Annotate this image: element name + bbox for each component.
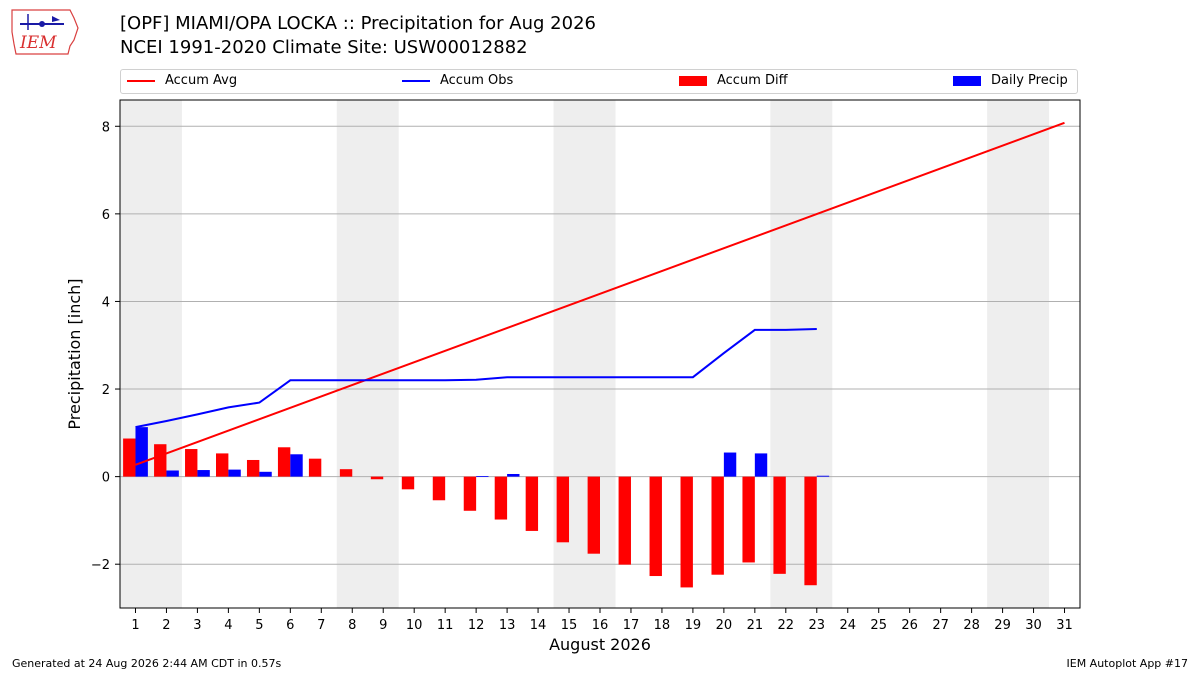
weekend-band-2 [336, 100, 399, 608]
bar-accum-diff-day-10 [401, 476, 415, 490]
line-accum-avg [135, 121, 1065, 466]
legend-label-accum-obs: Accum Obs [440, 73, 514, 88]
bar-daily-precip-day-13 [507, 473, 520, 477]
bar-accum-diff-day-15 [556, 476, 570, 543]
bar-daily-precip-day-21 [754, 453, 768, 477]
legend-label-accum-diff: Accum Diff [717, 73, 788, 88]
footer-app: IEM Autoplot App #17 [1066, 657, 1189, 670]
bar-accum-diff-day-12 [463, 476, 477, 511]
weekend-band-5 [987, 100, 1050, 608]
y-tick-label-4: 4 [102, 295, 110, 310]
y-tick-label-6: 6 [102, 208, 110, 223]
y-axis-label: Precipitation [inch] [65, 278, 84, 429]
x-tick-label-8: 8 [348, 618, 356, 633]
bar-daily-precip-day-23 [816, 475, 830, 477]
bar-daily-precip-day-4 [228, 469, 241, 477]
iowa-outline-icon [11, 9, 79, 55]
x-tick-label-23: 23 [809, 618, 826, 633]
bar-daily-precip-day-1 [135, 427, 148, 477]
bar-accum-diff-day-13 [494, 476, 508, 520]
x-tick-label-25: 25 [870, 618, 887, 633]
x-tick-label-20: 20 [716, 618, 733, 633]
legend-label-accum-avg: Accum Avg [165, 73, 238, 88]
legend-item-accum-avg: Accum Avg [127, 73, 237, 91]
x-tick-label-10: 10 [406, 618, 423, 633]
bar-accum-diff-day-6 [277, 447, 291, 477]
bar-daily-precip-day-2 [166, 470, 179, 477]
x-tick-label-16: 16 [592, 618, 609, 633]
x-tick-label-26: 26 [901, 618, 918, 633]
x-axis-label: August 2026 [549, 635, 651, 654]
bar-accum-diff-day-4 [216, 453, 229, 477]
legend-swatch-accum-obs [402, 79, 430, 82]
bar-accum-diff-day-7 [308, 458, 322, 477]
y-tick-label-2: 2 [102, 383, 110, 398]
bar-daily-precip-day-5 [259, 471, 272, 477]
legend: Accum Avg Accum Obs Accum Diff Daily Pre… [120, 69, 1078, 94]
bar-accum-diff-day-23 [804, 476, 817, 586]
x-tick-label-17: 17 [623, 618, 640, 633]
x-tick-label-12: 12 [468, 618, 485, 633]
x-tick-label-31: 31 [1056, 618, 1073, 633]
bar-daily-precip-day-20 [723, 452, 737, 477]
legend-swatch-accum-avg [127, 79, 155, 82]
bar-accum-diff-day-11 [432, 476, 446, 501]
bar-accum-diff-day-14 [525, 476, 539, 531]
x-tick-label-27: 27 [932, 618, 949, 633]
legend-swatch-accum-diff [679, 75, 707, 86]
x-tick-label-4: 4 [224, 618, 232, 633]
x-tick-label-3: 3 [193, 618, 201, 633]
bar-accum-diff-day-20 [711, 476, 724, 575]
x-tick-label-22: 22 [778, 618, 795, 633]
logo-text: IEM [19, 33, 57, 53]
bar-daily-precip-day-3 [197, 470, 210, 477]
legend-label-daily-precip: Daily Precip [991, 73, 1068, 88]
x-tick-label-6: 6 [286, 618, 294, 633]
bar-daily-precip-day-12 [476, 476, 489, 477]
x-tick-label-15: 15 [561, 618, 578, 633]
x-tick-label-30: 30 [1025, 618, 1042, 633]
bar-daily-precip-day-6 [290, 454, 303, 477]
x-tick-label-5: 5 [255, 618, 263, 633]
bar-accum-diff-day-18 [649, 476, 662, 577]
x-tick-label-19: 19 [685, 618, 702, 633]
bar-accum-diff-day-16 [587, 476, 600, 554]
x-tick-label-11: 11 [437, 618, 454, 633]
chart-subtitle: NCEI 1991-2020 Climate Site: USW00012882 [120, 37, 528, 58]
x-tick-label-2: 2 [162, 618, 170, 633]
y-tick-label--2: −2 [91, 558, 110, 573]
bar-accum-diff-day-1 [123, 438, 136, 477]
x-tick-label-1: 1 [131, 618, 139, 633]
bar-accum-diff-day-5 [246, 459, 260, 477]
x-tick-label-28: 28 [963, 618, 980, 633]
chart-title: [OPF] MIAMI/OPA LOCKA :: Precipitation f… [120, 13, 596, 34]
bar-accum-diff-day-9 [370, 476, 384, 480]
footer-generated: Generated at 24 Aug 2026 2:44 AM CDT in … [12, 657, 282, 670]
bar-accum-diff-day-3 [185, 449, 198, 477]
bar-accum-diff-day-19 [680, 476, 693, 588]
iem-logo: IEM [11, 9, 79, 55]
x-tick-label-21: 21 [747, 618, 764, 633]
y-tick-label-0: 0 [102, 471, 110, 486]
bar-accum-diff-day-22 [773, 476, 786, 574]
bar-accum-diff-day-8 [339, 469, 353, 477]
legend-item-accum-diff: Accum Diff [679, 73, 788, 91]
y-tick-label-8: 8 [102, 120, 110, 135]
x-tick-label-7: 7 [317, 618, 325, 633]
weekend-band-1 [120, 100, 182, 608]
x-tick-label-9: 9 [379, 618, 387, 633]
legend-swatch-daily-precip [953, 75, 981, 86]
bar-accum-diff-day-17 [618, 476, 631, 565]
bar-accum-diff-day-2 [154, 444, 167, 477]
legend-item-accum-obs: Accum Obs [402, 73, 513, 91]
x-tick-label-24: 24 [839, 618, 856, 633]
x-tick-label-29: 29 [994, 618, 1011, 633]
x-tick-label-18: 18 [654, 618, 671, 633]
legend-item-daily-precip: Daily Precip [953, 73, 1068, 91]
x-tick-label-13: 13 [499, 618, 516, 633]
bar-accum-diff-day-21 [742, 476, 755, 563]
line-accum-obs [135, 328, 817, 429]
x-tick-label-14: 14 [530, 618, 547, 633]
